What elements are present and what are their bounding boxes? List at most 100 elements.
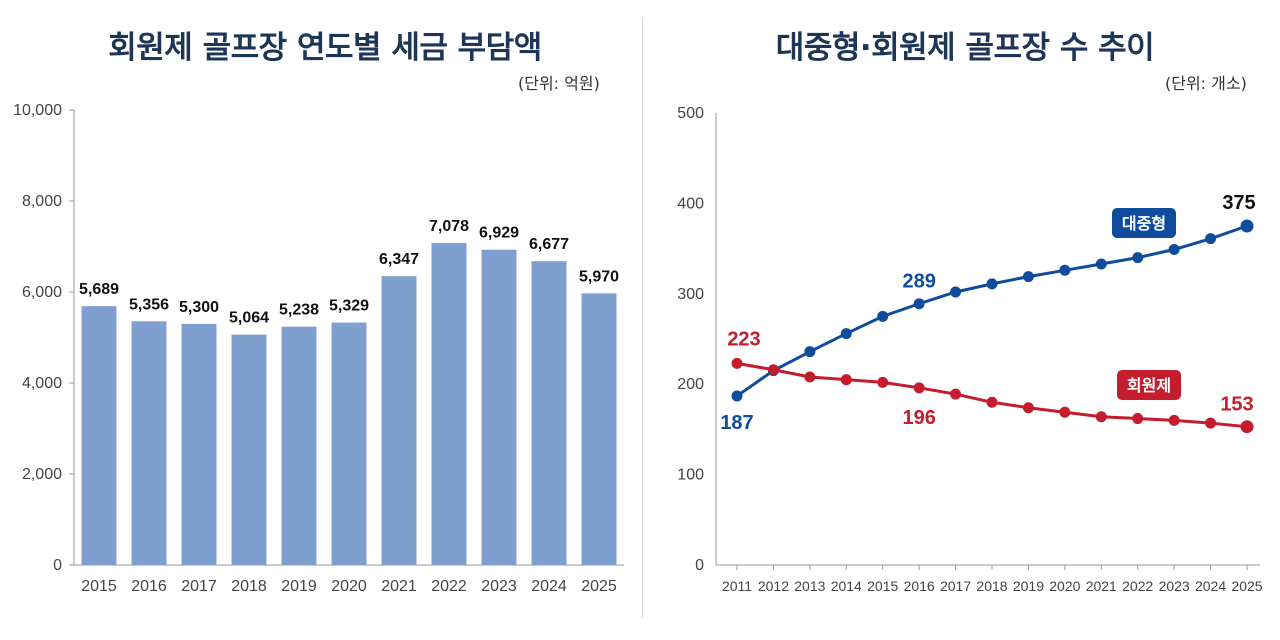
bar-data-label: 5,329: [329, 298, 369, 315]
line-x-tick-label: 2011: [722, 578, 752, 594]
line-point: [877, 310, 889, 322]
bar-x-tick-label: 2024: [531, 578, 567, 595]
line-data-label: 153: [1220, 394, 1253, 416]
bar-2020: [331, 322, 367, 565]
bar-2025: [581, 293, 617, 565]
bar-x-tick-label: 2017: [181, 578, 217, 595]
line-point: [1168, 414, 1180, 426]
bar-2016: [131, 321, 167, 565]
line-point: [1059, 264, 1071, 276]
bar-2021: [381, 276, 417, 565]
line-y-tick-label: 200: [677, 376, 704, 393]
line-point: [1132, 252, 1144, 264]
line-point: [1095, 258, 1107, 270]
line-x-tick-label: 2015: [867, 578, 898, 594]
bar-x-tick-label: 2020: [331, 578, 367, 595]
line-x-tick-label: 2014: [831, 578, 862, 594]
line-point: [1059, 406, 1071, 418]
line-point: [1095, 411, 1107, 423]
line-x-tick-label: 2020: [1049, 578, 1080, 594]
panel-divider: [642, 18, 643, 618]
bar-x-tick-label: 2022: [431, 578, 467, 595]
bar-data-label: 5,300: [179, 299, 219, 316]
line-point: [913, 298, 925, 310]
line-x-tick-label: 2023: [1159, 578, 1190, 594]
bar-data-label: 5,064: [229, 310, 269, 327]
line-y-tick-label: 400: [677, 195, 704, 212]
bar-y-tick-label: 4,000: [22, 375, 62, 392]
line-point: [767, 364, 779, 376]
line-y-tick-label: 500: [677, 105, 704, 122]
bar-2017: [181, 323, 217, 565]
line-chart-title: 대중형·회원제 골프장 수 추이: [775, 30, 1155, 66]
bar-data-label: 7,078: [429, 218, 469, 235]
line-point: [840, 328, 852, 340]
bar-y-tick-label: 8,000: [22, 193, 62, 210]
bar-x-tick-label: 2016: [131, 578, 167, 595]
line-point: [913, 382, 925, 394]
bar-data-label: 6,929: [479, 225, 519, 242]
line-data-label: 196: [902, 407, 935, 429]
bar-y-tick-label: 0: [53, 557, 62, 574]
line-point: [804, 371, 816, 383]
bar-2018: [231, 334, 267, 565]
line-x-tick-label: 2024: [1195, 578, 1226, 594]
series-badge-label: 대중형: [1122, 214, 1166, 233]
line-x-tick-label: 2016: [904, 578, 935, 594]
line-x-tick-label: 2017: [940, 578, 971, 594]
bar-chart-unit: (단위: 억원): [518, 74, 600, 93]
series-badge: [1112, 208, 1176, 238]
line-x-tick-label: 2012: [758, 578, 789, 594]
bar-chart-title: 회원제 골프장 연도별 세금 부담액: [108, 30, 542, 66]
bar-x-tick-label: 2021: [381, 578, 417, 595]
bar-x-tick-label: 2025: [581, 578, 617, 595]
bar-data-label: 5,689: [79, 281, 119, 298]
line-x-tick-label: 2021: [1086, 578, 1117, 594]
bar-x-tick-label: 2018: [231, 578, 267, 595]
line-data-label: 375: [1222, 192, 1255, 214]
line-y-tick-label: 100: [677, 467, 704, 484]
line-x-tick-label: 2019: [1013, 578, 1044, 594]
bar-x-tick-label: 2019: [281, 578, 317, 595]
series-badge: [1117, 370, 1181, 400]
bar-y-tick-label: 10,000: [13, 102, 62, 119]
line-point: [1240, 219, 1254, 233]
line-point: [731, 357, 743, 369]
bar-data-label: 6,677: [529, 236, 569, 253]
line-data-label: 187: [720, 412, 753, 434]
bar-x-tick-label: 2015: [81, 578, 117, 595]
line-chart-unit: (단위: 개소): [1165, 74, 1247, 93]
line-point: [877, 376, 889, 388]
line-point: [1205, 233, 1217, 245]
bar-2024: [531, 261, 567, 565]
line-data-label: 223: [727, 328, 760, 350]
line-x-tick-label: 2013: [794, 578, 825, 594]
series-badge-label: 회원제: [1127, 376, 1171, 395]
line-y-tick-label: 300: [677, 286, 704, 303]
bar-data-label: 6,347: [379, 251, 419, 268]
line-data-label: 289: [902, 271, 935, 293]
line-point: [1022, 271, 1034, 283]
bar-y-tick-label: 2,000: [22, 466, 62, 483]
line-point: [1240, 420, 1254, 434]
line-point: [950, 286, 962, 298]
bar-x-tick-label: 2023: [481, 578, 517, 595]
line-point: [840, 374, 852, 386]
bar-y-tick-label: 6,000: [22, 284, 62, 301]
line-point: [950, 388, 962, 400]
bar-2015: [81, 306, 117, 565]
line-point: [986, 396, 998, 408]
line-x-tick-label: 2018: [976, 578, 1007, 594]
line-point: [1132, 413, 1144, 425]
line-point: [1022, 402, 1034, 414]
bar-data-label: 5,970: [579, 268, 619, 285]
line-x-tick-label: 2025: [1231, 578, 1262, 594]
line-point: [804, 346, 816, 358]
bar-data-label: 5,238: [279, 302, 319, 319]
bar-2022: [431, 242, 467, 566]
line-point: [1205, 417, 1217, 429]
line-y-tick-label: 0: [695, 557, 704, 574]
line-point: [986, 278, 998, 290]
line-point: [731, 390, 743, 402]
